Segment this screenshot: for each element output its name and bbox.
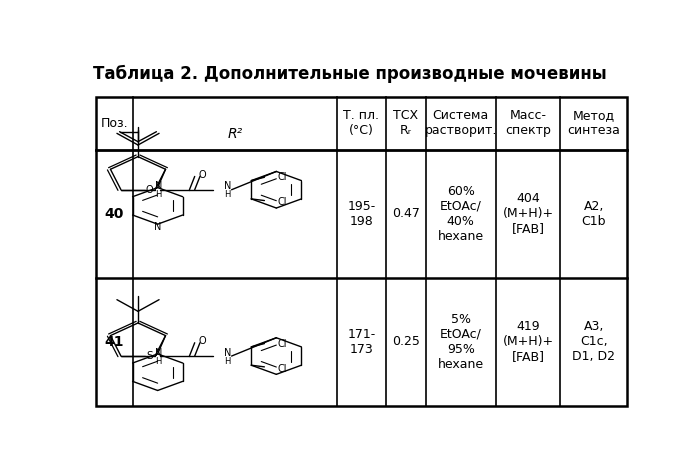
Text: S: S	[146, 351, 153, 361]
Text: N: N	[155, 181, 162, 192]
Bar	[96, 97, 627, 406]
Text: H: H	[155, 356, 162, 365]
Text: H: H	[224, 190, 230, 199]
Text: Система
растворит.: Система растворит.	[425, 110, 497, 137]
Text: 40: 40	[105, 207, 124, 221]
Text: N: N	[224, 181, 231, 192]
Text: 0.25: 0.25	[392, 335, 420, 348]
Text: Cl: Cl	[278, 197, 287, 207]
Text: Метод
синтеза: Метод синтеза	[567, 110, 620, 137]
Text: 171-
173: 171- 173	[347, 328, 376, 356]
Text: R²: R²	[228, 127, 243, 141]
Text: Таблица 2. Дополнительные производные мочевины: Таблица 2. Дополнительные производные мо…	[93, 65, 607, 83]
Text: Поз.: Поз.	[101, 117, 128, 130]
Text: Масс-
спектр: Масс- спектр	[505, 110, 551, 137]
Text: Cl: Cl	[278, 172, 287, 182]
Text: O: O	[146, 185, 153, 195]
Text: N: N	[224, 348, 231, 358]
Text: Cl: Cl	[278, 339, 287, 349]
Text: 60%
EtOAc/
40%
hexane: 60% EtOAc/ 40% hexane	[438, 185, 484, 243]
Text: ТСХ
Rᵣ: ТСХ Rᵣ	[393, 110, 419, 137]
Text: O: O	[199, 336, 206, 346]
Text: 419
(M+H)+
[FAB]: 419 (M+H)+ [FAB]	[503, 320, 554, 363]
Text: Cl: Cl	[278, 363, 287, 374]
Text: H: H	[155, 190, 162, 199]
Text: A3,
C1c,
D1, D2: A3, C1c, D1, D2	[572, 320, 615, 363]
Text: 41: 41	[105, 335, 124, 349]
Text: O: O	[199, 170, 206, 180]
Text: 5%
EtOAc/
95%
hexane: 5% EtOAc/ 95% hexane	[438, 313, 484, 371]
Text: 195-
198: 195- 198	[347, 199, 376, 228]
Text: 0.47: 0.47	[392, 207, 420, 220]
Text: N: N	[154, 222, 161, 233]
Text: 404
(M+H)+
[FAB]: 404 (M+H)+ [FAB]	[503, 192, 554, 235]
Text: Т. пл.
(°C): Т. пл. (°C)	[344, 110, 379, 137]
Text: N: N	[155, 348, 162, 358]
Text: A2,
C1b: A2, C1b	[582, 199, 606, 228]
Text: H: H	[224, 356, 230, 365]
